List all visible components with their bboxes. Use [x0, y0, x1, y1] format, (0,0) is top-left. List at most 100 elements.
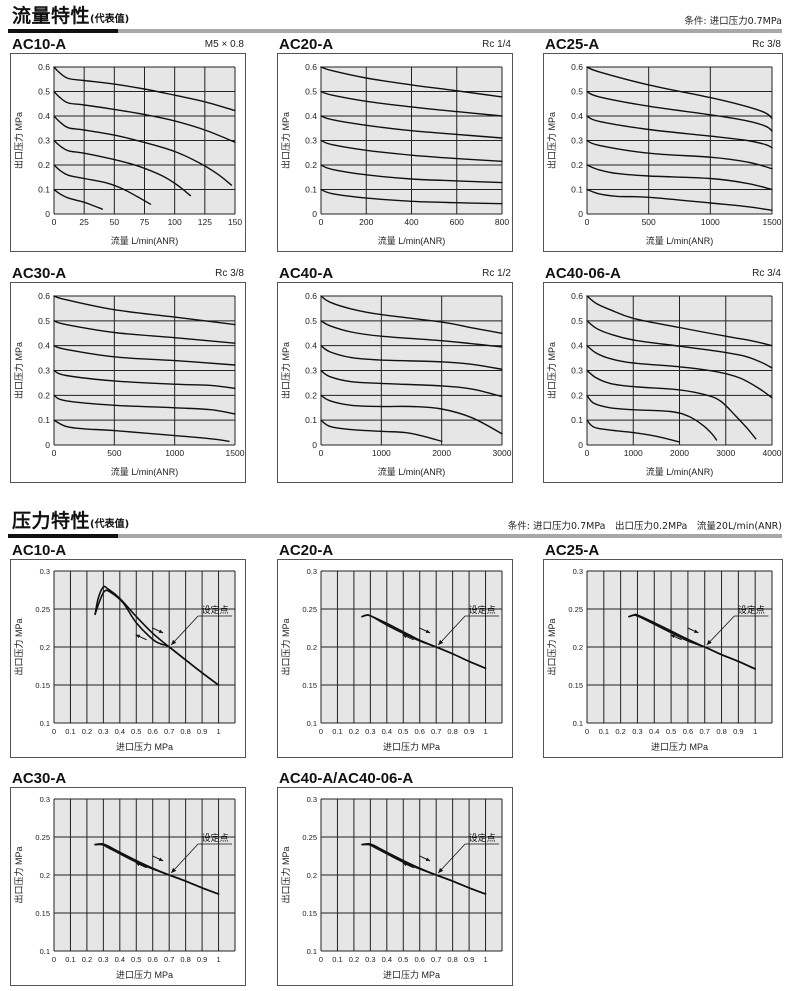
y-tick-label: 0.5	[38, 87, 50, 97]
y-axis-label: 出口压力 MPa	[546, 112, 557, 169]
set-point-label: 设定点	[469, 832, 496, 843]
grid	[587, 570, 773, 723]
series-line-2	[320, 320, 503, 348]
y-axis-label: 出口压力 MPa	[280, 342, 291, 399]
series-line-6	[53, 188, 103, 210]
set-point-label: 设定点	[202, 604, 229, 615]
chart-svg: 0.10.150.20.250.30 0.1 0.2 0.3 0.4 0.5 0.6 0.7 0…	[13, 795, 236, 980]
series-line-4	[586, 139, 773, 170]
series-group	[628, 613, 756, 670]
chart-frame: 0 0.1 0.2 0.3 0.4 0.5 0.6 0 25 50 75 100 125 150 流量 L/…	[10, 53, 246, 252]
chart-title: AC30-A	[12, 770, 67, 787]
x-tick-label: 1000	[701, 217, 720, 227]
chart-title: AC40-06-A	[545, 265, 621, 282]
series-group	[94, 585, 220, 686]
x-axis-label: 进口压力 MPa	[651, 741, 708, 752]
x-tick-label: 0.2	[349, 955, 359, 964]
x-tick-label: 1	[483, 727, 487, 736]
x-tick-label: 0.5	[131, 727, 141, 736]
grid	[321, 66, 503, 214]
x-tick-label: 0.8	[447, 955, 457, 964]
x-tick-label: 0.3	[365, 727, 375, 736]
x-tick-label: 0.7	[431, 955, 441, 964]
y-tick-label: 0.25	[35, 833, 50, 842]
x-tick-label: 200	[359, 217, 373, 227]
chart-svg: 0.10.150.20.250.30 0.1 0.2 0.3 0.4 0.5 0.6 0.7 0…	[280, 567, 503, 752]
grid	[54, 295, 236, 445]
y-tick-label: 0.6	[571, 291, 583, 301]
y-tick-label: 0.5	[38, 316, 50, 326]
series-line-1	[320, 295, 503, 334]
chart-title: AC30-A	[12, 265, 67, 282]
y-tick-label: 0.1	[40, 947, 50, 956]
x-tick-label: 1	[216, 955, 220, 964]
chart-panel-flow-ac10: AC10-A M5 × 0.8 0 0.1 0.2 0.3 0.4 0.5 0.6 0 25 50 75…	[10, 36, 246, 252]
series-line-2	[586, 320, 773, 369]
increasing-direction-arrow-head-icon	[158, 857, 164, 861]
y-tick-label: 0.6	[305, 62, 317, 72]
y-tick-label: 0.6	[38, 291, 50, 301]
chart-frame: 0 0.1 0.2 0.3 0.4 0.5 0.6 0 1000 2000 3000 流量 L/min…	[277, 282, 513, 483]
chart-title: AC10-A	[12, 542, 67, 559]
x-tick-label: 1500	[226, 448, 245, 458]
chart-panel-flow-ac20: AC20-A Rc 1/4 0 0.1 0.2 0.3 0.4 0.5 0.6 0 200 400 60…	[277, 36, 513, 252]
set-point-leader-line	[437, 843, 466, 874]
y-axis-label: 出口压力 MPa	[546, 342, 557, 399]
y-tick-label: 0.15	[302, 909, 317, 918]
x-tick-label: 0.3	[632, 727, 642, 736]
x-tick-label: 0.2	[82, 727, 92, 736]
x-tick-label: 500	[642, 217, 656, 227]
y-tick-label: 0.25	[568, 605, 583, 614]
set-point-arrow-icon	[171, 867, 177, 873]
chart-title: AC40-A/AC40-06-A	[279, 770, 414, 787]
flow-section-condition: 条件: 进口压力0.7MPa	[684, 16, 782, 27]
x-tick-label: 0.6	[415, 955, 425, 964]
y-tick-label: 0.3	[571, 136, 583, 146]
y-axis-label: 出口压力 MPa	[280, 618, 291, 675]
x-tick-label: 3000	[716, 448, 735, 458]
y-tick-label: 0.2	[305, 160, 317, 170]
x-tick-label: 1	[483, 955, 487, 964]
series-line-1	[53, 66, 236, 112]
series-line-5	[320, 164, 503, 184]
y-tick-label: 0.15	[302, 681, 317, 690]
series-line-6	[320, 188, 503, 205]
x-axis-label: 进口压力 MPa	[116, 969, 173, 980]
chart-panel-flow-ac30: AC30-A Rc 3/8 0 0.1 0.2 0.3 0.4 0.5 0.6 0 500 1000 1…	[10, 265, 246, 483]
x-tick-label: 400	[404, 217, 418, 227]
chart-frame: 0 0.1 0.2 0.3 0.4 0.5 0.6 0 200 400 600 800 流量 L/min…	[277, 53, 513, 252]
x-tick-label: 0.1	[332, 955, 342, 964]
x-tick-label: 0.4	[649, 727, 659, 736]
x-tick-label: 0.8	[180, 955, 190, 964]
x-axis-label: 进口压力 MPa	[116, 741, 173, 752]
x-tick-label: 0.6	[415, 727, 425, 736]
series-line-2	[361, 614, 487, 670]
series-line-1	[320, 66, 503, 98]
series-line-1	[586, 66, 773, 120]
chart-panel-pressure-ac25: AC25-A 0.1 0.15 0.2 0.25 0.3 0 0.1 0.2 0.3 0.4 0.5 0…	[543, 542, 783, 758]
chart-svg: 0.10.150.20.250.30 0.1 0.2 0.3 0.4 0.5 0.6 0.7 0…	[280, 795, 503, 980]
chart-svg: 0 0.1 0.2 0.3 0.4 0.5 0.6 0 25 50 75 100 125 150 流量 L/…	[13, 62, 242, 246]
x-axis-label: 流量 L/min(ANR)	[646, 235, 714, 246]
x-tick-label: 0.7	[164, 727, 174, 736]
x-tick-label: 0	[52, 727, 56, 736]
x-tick-label: 0.5	[666, 727, 676, 736]
chart-svg: 0 0.1 0.2 0.3 0.4 0.5 0.6 0 1000 2000 3000 流量 L/min…	[280, 291, 512, 477]
chart-frame: 0.1 0.15 0.2 0.25 0.3 0 0.1 0.2 0.3 0.4 0.5 0.6 0.7 0…	[10, 559, 246, 758]
y-tick-label: 0.4	[38, 111, 50, 121]
y-axis-label: 出口压力 MPa	[13, 618, 24, 675]
x-tick-label: 0.5	[398, 955, 408, 964]
set-point-arrow-icon	[171, 639, 177, 645]
x-tick-label: 0.4	[382, 727, 392, 736]
chart-svg: 0.10.150.20.250.30 0.1 0.2 0.3 0.4 0.5 0.6 0.7 0…	[546, 567, 773, 752]
y-tick-label: 0.1	[307, 719, 317, 728]
x-tick-label: 0	[319, 955, 323, 964]
series-line-6	[53, 419, 230, 442]
flow-section-title: 流量特性(代表值)	[12, 1, 129, 28]
y-tick-label: 0.3	[307, 567, 317, 576]
x-tick-label: 0.1	[65, 727, 75, 736]
x-tick-label: 0.8	[180, 727, 190, 736]
y-axis-label: 出口压力 MPa	[280, 112, 291, 169]
x-axis-label: 进口压力 MPa	[383, 969, 440, 980]
increasing-direction-arrow-head-icon	[425, 857, 431, 861]
